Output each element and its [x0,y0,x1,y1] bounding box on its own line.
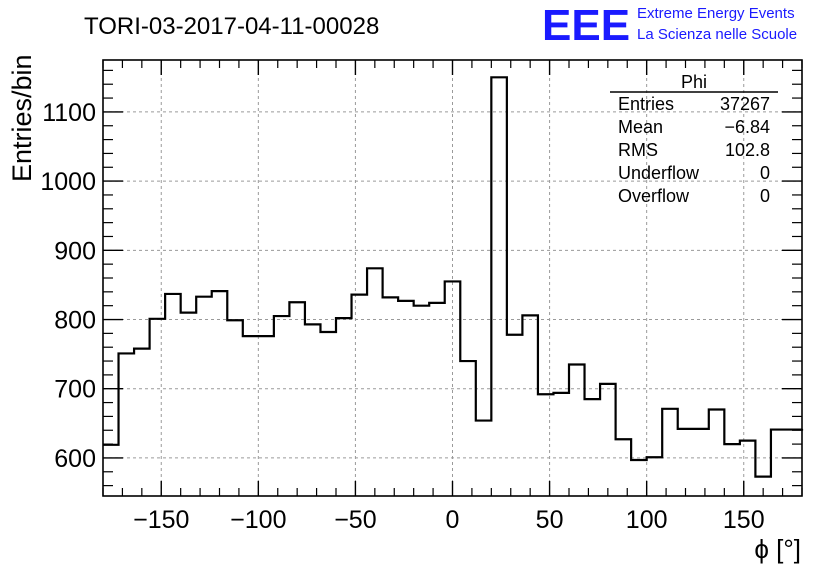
x-tick-label: 150 [723,506,765,534]
stats-value: 37267 [720,94,770,114]
y-tick-label: 600 [54,445,96,473]
x-tick-label: −100 [230,506,286,534]
stats-box: Phi Entries 37267 Mean −6.84 RMS 102.8 Underfl… [610,72,778,206]
stats-value: 0 [760,163,770,183]
y-tick-labels: 600 700 800 900 1000 1100 [40,99,96,473]
logo-line-1: Extreme Energy Events [637,5,795,22]
stats-label: Overflow [618,186,690,206]
run-title: TORI-03-2017-04-11-00028 [84,13,379,40]
x-tick-label: 50 [536,506,564,534]
stats-label: Underflow [618,163,700,183]
x-tick-label: −150 [133,506,189,534]
logo-mark: EEE [542,1,630,50]
stats-value: 102.8 [725,140,770,160]
y-tick-label: 800 [54,307,96,335]
logo-line-2: La Scienza nelle Scuole [637,26,797,43]
stats-value: −6.84 [724,117,770,137]
x-axis-label: ϕ [°] [754,534,801,564]
x-tick-labels: −150 −100 −50 0 50 100 150 [133,506,765,534]
eee-logo: EEE Extreme Energy Events La Scienza nel… [542,1,797,50]
stats-title: Phi [681,72,707,92]
y-tick-label: 700 [54,376,96,404]
stats-label: Entries [618,94,674,114]
stats-rows: Entries 37267 Mean −6.84 RMS 102.8 Underflow 0 O… [618,94,770,206]
histogram-line [103,76,804,478]
axis-ticks [102,60,803,496]
y-tick-label: 900 [54,237,96,265]
y-tick-label: 1000 [40,168,96,196]
stats-label: Mean [618,117,663,137]
x-tick-label: −50 [334,506,376,534]
y-tick-label: 1100 [42,99,96,127]
x-tick-label: 0 [446,506,460,534]
stats-value: 0 [760,186,770,206]
x-tick-label: 100 [626,506,668,534]
y-axis-label: Entries/bin [7,54,37,182]
grid-lines [103,60,802,496]
stats-label: RMS [618,140,658,160]
